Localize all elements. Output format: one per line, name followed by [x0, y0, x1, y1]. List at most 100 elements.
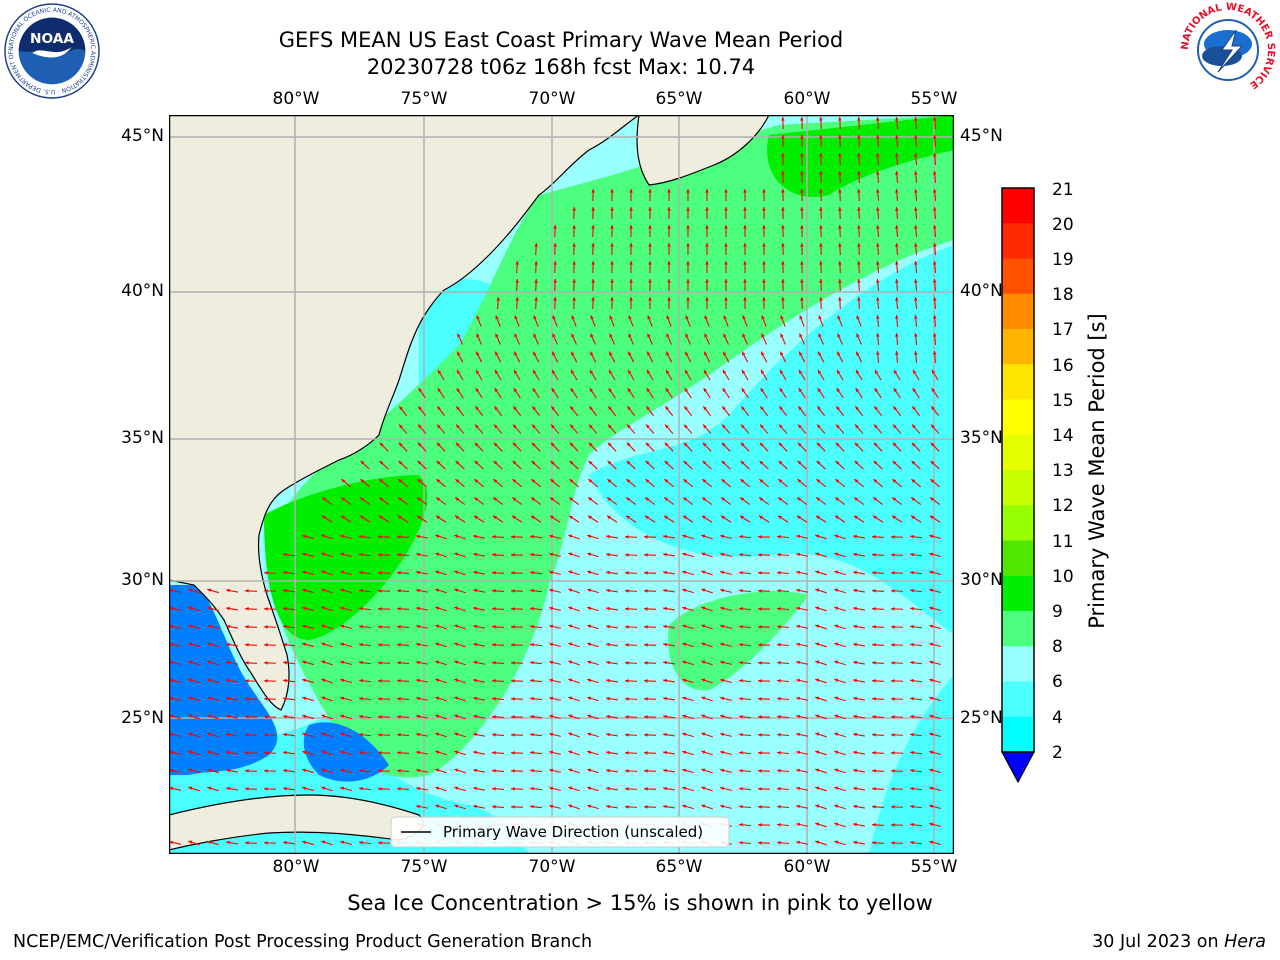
wave-arrow-head: [321, 696, 326, 700]
wave-arrow-head: [743, 297, 747, 301]
wave-arrow-head: [591, 207, 595, 211]
wave-arrow-head: [666, 351, 670, 356]
wave-arrow-head: [778, 460, 783, 465]
wave-arrow-head: [701, 606, 706, 610]
wave-arrow-head: [550, 460, 555, 465]
wave-arrow-head: [760, 369, 765, 374]
wave-arrow-head: [857, 135, 861, 139]
wave-arrow-head: [283, 768, 287, 773]
wave-arrow-head: [646, 424, 650, 429]
wave-arrow-head: [644, 715, 648, 719]
wave-arrow-head: [743, 243, 747, 247]
wave-arrow-head: [815, 768, 820, 773]
wave-arrow-head: [816, 460, 821, 465]
wave-arrow-head: [590, 351, 594, 356]
colorbar-tick: 16: [1052, 356, 1074, 376]
wave-arrow-head: [550, 497, 555, 502]
wave-arrow-head: [283, 552, 287, 557]
wave-arrow-head: [359, 588, 363, 593]
wave-arrow-head: [416, 696, 420, 701]
wave-arrow-head: [875, 333, 880, 337]
wave-arrow-head: [397, 535, 401, 539]
wave-arrow-head: [607, 497, 612, 502]
wave-arrow-head: [720, 660, 725, 665]
wave-arrow-head: [226, 678, 230, 683]
wave-arrow-head: [245, 607, 249, 611]
wave-arrow-head: [549, 732, 554, 737]
wave-arrow-head: [549, 534, 554, 539]
wave-arrow-head: [644, 805, 648, 809]
wave-arrow-head: [397, 515, 402, 520]
wave-arrow-head: [473, 534, 477, 539]
wave-arrow-head: [891, 679, 895, 683]
wave-arrow-head: [302, 786, 307, 791]
wave-arrow-head: [207, 840, 212, 845]
wave-arrow-head: [929, 570, 934, 575]
wave-arrow-head: [720, 804, 725, 809]
wave-arrow-head: [302, 552, 307, 557]
wave-arrow-head: [834, 642, 839, 647]
wave-arrow-head: [816, 497, 821, 502]
wave-arrow-head: [816, 479, 821, 483]
wave-arrow-head: [455, 442, 460, 447]
wave-arrow-head: [819, 117, 823, 121]
wave-arrow-head: [264, 769, 268, 773]
map-frame: [169, 115, 954, 854]
wave-arrow-head: [416, 588, 420, 593]
wave-arrow-head: [283, 624, 287, 629]
wave-arrow-head: [740, 442, 745, 447]
wave-arrow-head: [777, 786, 781, 791]
colorbar: [1001, 187, 1035, 784]
wave-arrow-head: [475, 369, 480, 374]
wave-arrow-head: [627, 369, 632, 374]
wave-direction-arrows: [169, 116, 941, 846]
wave-arrow-head: [913, 117, 918, 121]
wave-arrow-head: [648, 297, 652, 301]
wave-arrow-head: [910, 570, 914, 575]
wave-arrow-head: [702, 497, 707, 502]
wave-arrow-head: [512, 442, 517, 447]
wave-arrow-head: [435, 786, 440, 791]
wave-arrow-head: [626, 497, 631, 502]
wave-arrow-head: [875, 189, 880, 193]
wave-arrow-head: [553, 243, 557, 247]
wave-arrow-head: [378, 841, 382, 845]
wave-arrow-head: [625, 589, 629, 593]
wave-arrow-head: [533, 351, 537, 356]
wave-arrow-head: [739, 678, 743, 683]
wave-arrow-head: [629, 225, 633, 229]
colorbar-frame: [1001, 187, 1035, 753]
wave-arrow-head: [663, 534, 667, 539]
wave-arrow-head: [473, 768, 477, 773]
wave-arrow-head: [591, 279, 595, 283]
colorbar-segment: [1002, 505, 1034, 541]
wave-arrow-head: [682, 588, 687, 593]
wave-arrow-head: [815, 822, 820, 827]
wave-arrow-head: [456, 388, 461, 393]
nws-logo: NATIONAL WEATHER SERVICE: [1178, 0, 1276, 98]
wave-arrow-head: [359, 624, 363, 629]
wave-arrow-head: [720, 750, 725, 755]
wave-arrow-head: [780, 333, 784, 338]
wave-arrow-head: [720, 515, 725, 520]
wave-arrow-head: [758, 769, 762, 773]
wave-arrow-head: [758, 841, 762, 845]
wave-arrow-head: [892, 442, 897, 447]
wave-arrow-head: [572, 261, 576, 265]
wave-arrow-head: [800, 261, 804, 265]
wave-arrow-head: [796, 515, 801, 520]
wave-arrow-head: [798, 369, 803, 374]
wave-arrow-head: [853, 840, 857, 845]
wave-arrow-head: [283, 786, 287, 791]
wave-arrow-head: [838, 225, 842, 229]
lon-tick-top: 55°W: [910, 89, 958, 109]
wave-arrow-head: [644, 625, 648, 629]
wave-arrow-head: [720, 606, 725, 611]
wave-arrow-head: [476, 333, 480, 338]
wave-arrow-head: [435, 678, 440, 683]
wave-arrow-head: [302, 588, 307, 593]
wave-arrow-head: [454, 570, 459, 575]
wave-arrow-head: [853, 804, 857, 809]
wave-arrow-head: [815, 660, 820, 665]
period-10-11-north: [767, 115, 954, 197]
